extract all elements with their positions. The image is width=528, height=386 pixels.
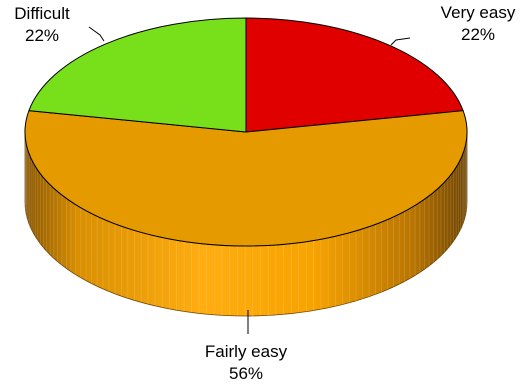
slice-value-difficult: 22%: [25, 26, 59, 45]
slice-value-fairly-easy: 56%: [229, 364, 263, 381]
slice-label-fairly-easy: Fairly easy: [205, 342, 288, 361]
slice-label-very-easy: Very easy: [441, 3, 516, 22]
slice-label-difficult: Difficult: [14, 4, 70, 23]
leader-line-very-easy: [390, 37, 411, 46]
pie-slice-fairly-easy: [24, 110, 468, 247]
pie-slice-difficult: [28, 17, 247, 133]
pie-side-wall: [24, 131, 468, 317]
pie-top: [24, 17, 468, 247]
slice-value-very-easy: 22%: [461, 25, 495, 44]
pie-slice-very-easy: [245, 17, 464, 133]
leader-line-difficult: [88, 26, 105, 42]
pie-labels: Very easy 22% Fairly easy 56% Difficult 22%: [14, 3, 516, 383]
